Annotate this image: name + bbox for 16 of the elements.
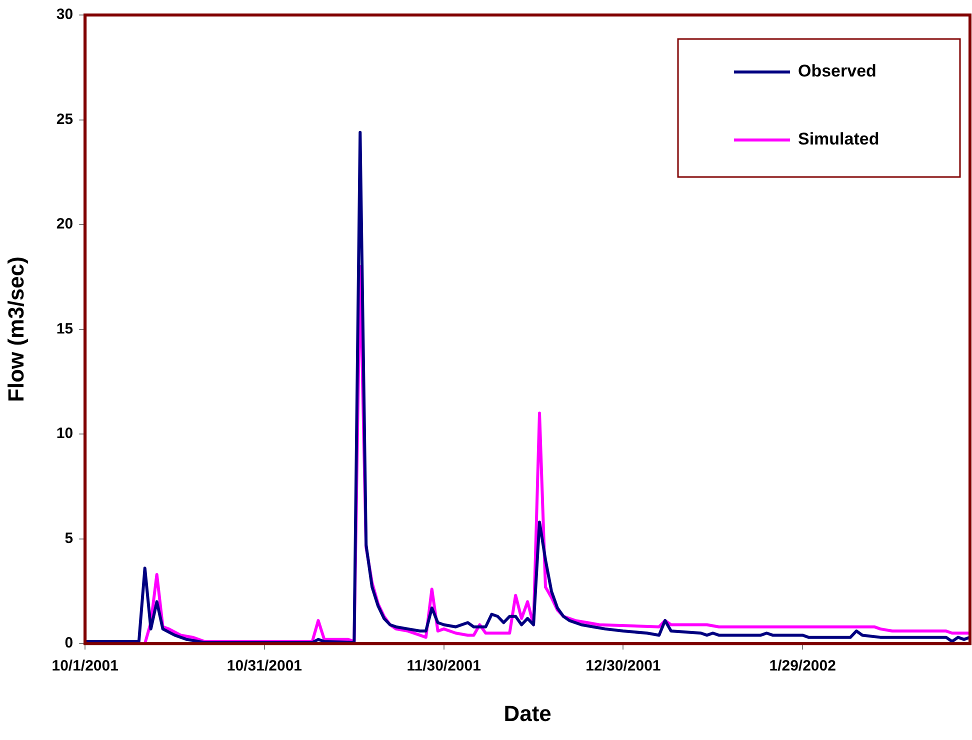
y-tick-label: 10 [56, 425, 74, 442]
x-axis-title: Date [504, 700, 552, 726]
x-tick-label: 1/29/2002 [769, 658, 836, 675]
y-axis-title: Flow (m3/sec) [3, 256, 28, 402]
x-tick-label: 10/31/2001 [226, 658, 302, 675]
y-tick-label: 5 [64, 530, 74, 547]
y-tick-label: 25 [56, 110, 74, 128]
x-tick-label: 12/30/2001 [586, 658, 661, 675]
y-tick-label: 20 [56, 216, 74, 233]
y-tick-label: 30 [56, 6, 74, 24]
legend-label: Observed [798, 62, 876, 81]
y-tick-label: 15 [56, 320, 74, 338]
x-tick-label: 11/30/2001 [406, 658, 481, 675]
x-tick-label: 10/1/2001 [52, 658, 118, 675]
legend-label: Simulated [798, 130, 880, 149]
y-tick-label: 0 [64, 634, 74, 652]
